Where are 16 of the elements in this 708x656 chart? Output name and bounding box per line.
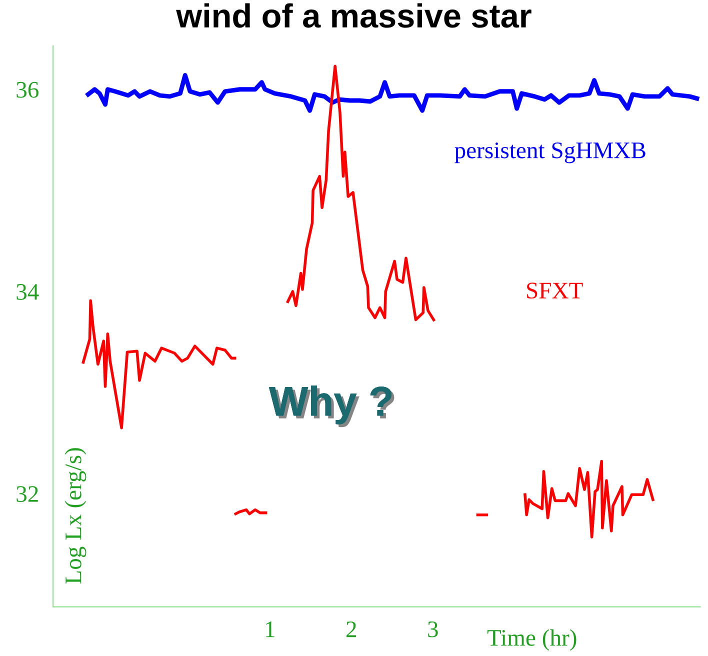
x-tick-label: 3 <box>428 621 438 638</box>
x-tick-label: 2 <box>346 621 356 638</box>
y-axis-title: Log Lx (erg/s) <box>64 448 86 584</box>
line-series <box>86 73 700 113</box>
x-tick-label: 1 <box>266 621 274 638</box>
y-tick-label: 34 <box>16 284 39 300</box>
x-axis-title: Time (hr) <box>487 629 576 651</box>
line-series <box>286 64 436 322</box>
chart-title: wind of a massive star <box>176 3 532 28</box>
text: SFXT <box>527 282 583 299</box>
line-series <box>524 460 654 538</box>
line-series <box>82 299 236 430</box>
y-tick-label: 32 <box>16 486 38 502</box>
y-tick-label: 36 <box>16 82 39 98</box>
annotation: Why ? <box>268 385 394 428</box>
series-label: persistent SgHMXB <box>454 142 646 164</box>
